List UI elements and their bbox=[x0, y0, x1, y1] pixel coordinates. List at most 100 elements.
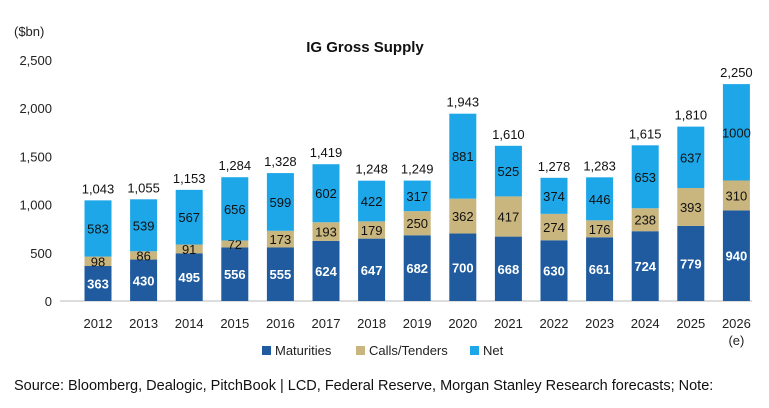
data-label: 422 bbox=[361, 194, 383, 209]
data-label: 647 bbox=[361, 263, 383, 278]
data-label: 682 bbox=[406, 261, 428, 276]
total-label: 1,810 bbox=[675, 108, 708, 123]
bar-segment bbox=[221, 247, 249, 301]
x-tick-label: 2020 bbox=[448, 316, 477, 331]
bar-segment bbox=[221, 240, 249, 248]
total-label: 1,249 bbox=[401, 162, 434, 177]
total-label: 1,283 bbox=[583, 158, 616, 173]
total-label: 1,055 bbox=[127, 180, 160, 195]
x-tick-sublabel: (e) bbox=[728, 333, 744, 348]
x-tick-label: 2023 bbox=[585, 316, 614, 331]
data-label: 310 bbox=[726, 188, 748, 203]
total-label: 1,248 bbox=[355, 162, 388, 177]
data-label: 539 bbox=[133, 218, 155, 233]
y-axis-label: ($bn) bbox=[14, 24, 44, 39]
bar-segment bbox=[677, 188, 705, 226]
bar-segment bbox=[586, 237, 614, 301]
data-label: 630 bbox=[543, 264, 565, 279]
bar-segment bbox=[358, 238, 386, 301]
legend-swatch bbox=[356, 346, 365, 355]
bar-segment bbox=[358, 221, 386, 239]
bar-segment bbox=[175, 189, 203, 245]
bar-segment bbox=[266, 230, 294, 248]
bar-segment bbox=[84, 266, 112, 301]
x-axis: 2012 2013 2014 2015 2016 2017 2018 2019 2020 2021… bbox=[84, 316, 751, 348]
bar-segment bbox=[221, 177, 249, 241]
x-tick-label: 2013 bbox=[129, 316, 158, 331]
data-label: 525 bbox=[498, 164, 520, 179]
total-label: 1,278 bbox=[538, 159, 571, 174]
x-tick-label: 2016 bbox=[266, 316, 295, 331]
data-label: 446 bbox=[589, 192, 611, 207]
data-label: 91 bbox=[182, 242, 196, 257]
bar-segment bbox=[540, 177, 568, 214]
bar-segment bbox=[312, 222, 340, 241]
x-tick-label: 2017 bbox=[312, 316, 341, 331]
data-label: 661 bbox=[589, 262, 611, 277]
data-label: 374 bbox=[543, 189, 565, 204]
bar-segment bbox=[130, 251, 158, 260]
bar-segment bbox=[266, 247, 294, 301]
data-label: 193 bbox=[315, 225, 337, 240]
data-label: 624 bbox=[315, 264, 337, 279]
data-label: 179 bbox=[361, 223, 383, 238]
bars: 363 98 583 1,043 430 86 539 1,055 495 91 567 1,153 5… bbox=[82, 65, 753, 301]
bar-segment bbox=[722, 210, 750, 301]
data-label: 98 bbox=[91, 254, 105, 269]
legend-swatch bbox=[470, 346, 479, 355]
data-label: 668 bbox=[498, 262, 520, 277]
bar-segment bbox=[540, 240, 568, 301]
ig-gross-supply-chart: IG Gross Supply ($bn) 0 500 1,000 1,500 2,00… bbox=[14, 24, 753, 358]
bar-segment bbox=[494, 196, 522, 237]
data-label: 1000 bbox=[722, 125, 751, 140]
x-tick-label: 2015 bbox=[220, 316, 249, 331]
bar-segment bbox=[449, 233, 477, 301]
x-tick-label: 2012 bbox=[84, 316, 113, 331]
total-label: 1,615 bbox=[629, 126, 662, 141]
bar-segment bbox=[586, 220, 614, 238]
bar-segment bbox=[312, 240, 340, 301]
data-label: 567 bbox=[178, 210, 200, 225]
y-tick-label: 0 bbox=[45, 294, 52, 309]
legend-label: Calls/Tenders bbox=[369, 343, 448, 358]
data-label: 556 bbox=[224, 267, 246, 282]
bar-segment bbox=[403, 235, 431, 301]
data-label: 176 bbox=[589, 222, 611, 237]
data-label: 86 bbox=[136, 248, 150, 263]
bar-segment bbox=[677, 126, 705, 189]
legend-label: Net bbox=[483, 343, 504, 358]
bar-segment bbox=[631, 231, 659, 301]
data-label: 238 bbox=[634, 213, 656, 228]
data-label: 362 bbox=[452, 209, 474, 224]
legend-swatch bbox=[262, 346, 271, 355]
data-label: 417 bbox=[498, 210, 520, 225]
bar-segment bbox=[84, 256, 112, 267]
y-tick-label: 1,500 bbox=[19, 149, 52, 164]
bar-segment bbox=[266, 173, 294, 231]
data-label: 393 bbox=[680, 200, 702, 215]
bar-segment bbox=[449, 198, 477, 234]
y-tick-label: 1,000 bbox=[19, 198, 52, 213]
bar-segment bbox=[130, 259, 158, 301]
data-label: 700 bbox=[452, 260, 474, 275]
data-label: 317 bbox=[406, 189, 428, 204]
bar-segment bbox=[449, 113, 477, 199]
data-label: 656 bbox=[224, 202, 246, 217]
x-tick-label: 2022 bbox=[540, 316, 569, 331]
x-tick-label: 2024 bbox=[631, 316, 660, 331]
total-label: 1,043 bbox=[82, 181, 115, 196]
chart-title: IG Gross Supply bbox=[306, 39, 424, 56]
y-tick-label: 500 bbox=[30, 246, 52, 261]
data-label: 653 bbox=[634, 170, 656, 185]
bar-segment bbox=[312, 164, 340, 223]
data-label: 602 bbox=[315, 186, 337, 201]
total-label: 1,153 bbox=[173, 171, 206, 186]
bar-segment bbox=[403, 180, 431, 212]
bar-segment bbox=[84, 200, 112, 257]
y-tick-label: 2,500 bbox=[19, 53, 52, 68]
bar-segment bbox=[403, 211, 431, 236]
bar-segment bbox=[631, 208, 659, 232]
total-label: 2,250 bbox=[720, 65, 753, 80]
data-label: 72 bbox=[228, 237, 242, 252]
bar-segment bbox=[631, 145, 659, 209]
